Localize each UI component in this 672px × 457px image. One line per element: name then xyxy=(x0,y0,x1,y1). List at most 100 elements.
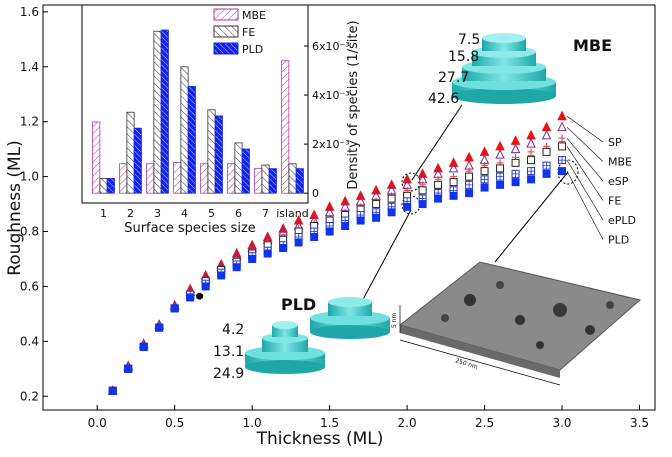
point xyxy=(495,140,505,151)
bar xyxy=(99,178,108,194)
layer-label: 4.2 xyxy=(222,322,244,338)
leader xyxy=(359,209,412,306)
point xyxy=(448,162,459,173)
bar xyxy=(180,66,189,194)
legend-swatch xyxy=(213,25,239,38)
y-axis-title: Roughness (ML) xyxy=(5,140,25,276)
point xyxy=(232,263,241,272)
bar xyxy=(207,109,216,194)
x-tick-label: 1 xyxy=(100,207,107,220)
layer-label: 42.6 xyxy=(428,91,459,107)
bar xyxy=(133,127,142,194)
x-tick-label: 2 xyxy=(127,207,134,220)
y-tick-label: 0.8 xyxy=(20,225,39,239)
bar xyxy=(160,29,169,194)
point xyxy=(480,167,489,176)
point xyxy=(293,214,304,225)
point xyxy=(418,186,427,195)
layer-label: 24.9 xyxy=(213,366,244,382)
legend-leader xyxy=(566,159,604,221)
point xyxy=(372,213,381,222)
y-tick-label: 4x10⁻³ xyxy=(312,89,350,102)
leader xyxy=(494,171,569,263)
bar xyxy=(288,163,297,194)
illustrations: * xyxy=(196,33,642,386)
point xyxy=(510,135,521,145)
point xyxy=(480,183,489,192)
point xyxy=(387,194,396,203)
legend-label: PLD xyxy=(608,234,629,247)
point xyxy=(355,190,366,200)
bar xyxy=(153,30,162,194)
y-tick-label: 1.4 xyxy=(20,60,39,74)
bar xyxy=(146,163,155,194)
x-tick-label: 3 xyxy=(154,207,161,220)
point xyxy=(527,148,535,156)
x-tick-label: 1.0 xyxy=(243,416,262,430)
point xyxy=(527,156,536,165)
y-tick-label: 0 xyxy=(312,187,319,200)
afm-image xyxy=(398,261,642,386)
point-hatch xyxy=(496,173,504,181)
svg-text:*: * xyxy=(197,293,203,304)
point-hatch xyxy=(512,170,520,178)
point xyxy=(387,208,396,217)
point xyxy=(511,178,520,187)
point xyxy=(526,129,536,140)
point xyxy=(263,249,272,258)
point xyxy=(278,223,288,233)
y-tick-label: 0.4 xyxy=(20,334,39,348)
point xyxy=(356,216,365,225)
point xyxy=(371,184,381,195)
x-tick-label: 3.5 xyxy=(630,416,649,430)
afm-width: 250 nm xyxy=(454,357,478,371)
point xyxy=(465,189,474,198)
point xyxy=(294,238,303,247)
y-tick-label: 0.2 xyxy=(20,389,39,403)
point xyxy=(558,142,567,151)
y-tick-label: 1.0 xyxy=(20,170,39,184)
point-hatch xyxy=(527,167,535,175)
point xyxy=(558,167,567,176)
legend: MBE FE PLD xyxy=(213,8,266,56)
point xyxy=(340,195,350,206)
legend-label: MBE xyxy=(608,156,632,169)
legend-leader xyxy=(566,137,604,182)
bar xyxy=(261,164,270,194)
point xyxy=(510,143,521,154)
point xyxy=(449,178,458,187)
bar xyxy=(241,148,250,194)
legend-label: ePLD xyxy=(608,214,636,227)
point xyxy=(496,164,505,173)
layer-label: 15.8 xyxy=(448,49,479,65)
point xyxy=(402,173,412,184)
layer-label: 27.7 xyxy=(438,70,469,86)
point xyxy=(325,227,334,236)
point xyxy=(526,138,536,148)
point xyxy=(108,386,117,395)
point xyxy=(557,121,567,132)
bar xyxy=(295,168,304,194)
point xyxy=(557,110,567,121)
pld-label: PLD xyxy=(281,295,316,314)
x-tick-label: 5 xyxy=(208,207,215,220)
pld-cakes xyxy=(245,297,390,374)
point xyxy=(448,157,459,167)
point xyxy=(139,342,148,351)
x-tick-label: 4 xyxy=(181,207,188,220)
legend-leader xyxy=(566,170,604,240)
x-tick-label: 0.5 xyxy=(165,416,184,430)
point xyxy=(279,244,288,252)
point xyxy=(465,172,474,181)
point xyxy=(417,168,428,178)
legend-leader xyxy=(566,126,604,162)
legend-leader xyxy=(566,115,604,143)
x-tick-label: 2.5 xyxy=(475,416,494,430)
bar xyxy=(227,163,236,194)
point xyxy=(324,201,335,211)
bar xyxy=(268,168,277,194)
bar xyxy=(119,163,128,194)
plot-frame xyxy=(42,4,656,411)
bar xyxy=(214,115,223,194)
